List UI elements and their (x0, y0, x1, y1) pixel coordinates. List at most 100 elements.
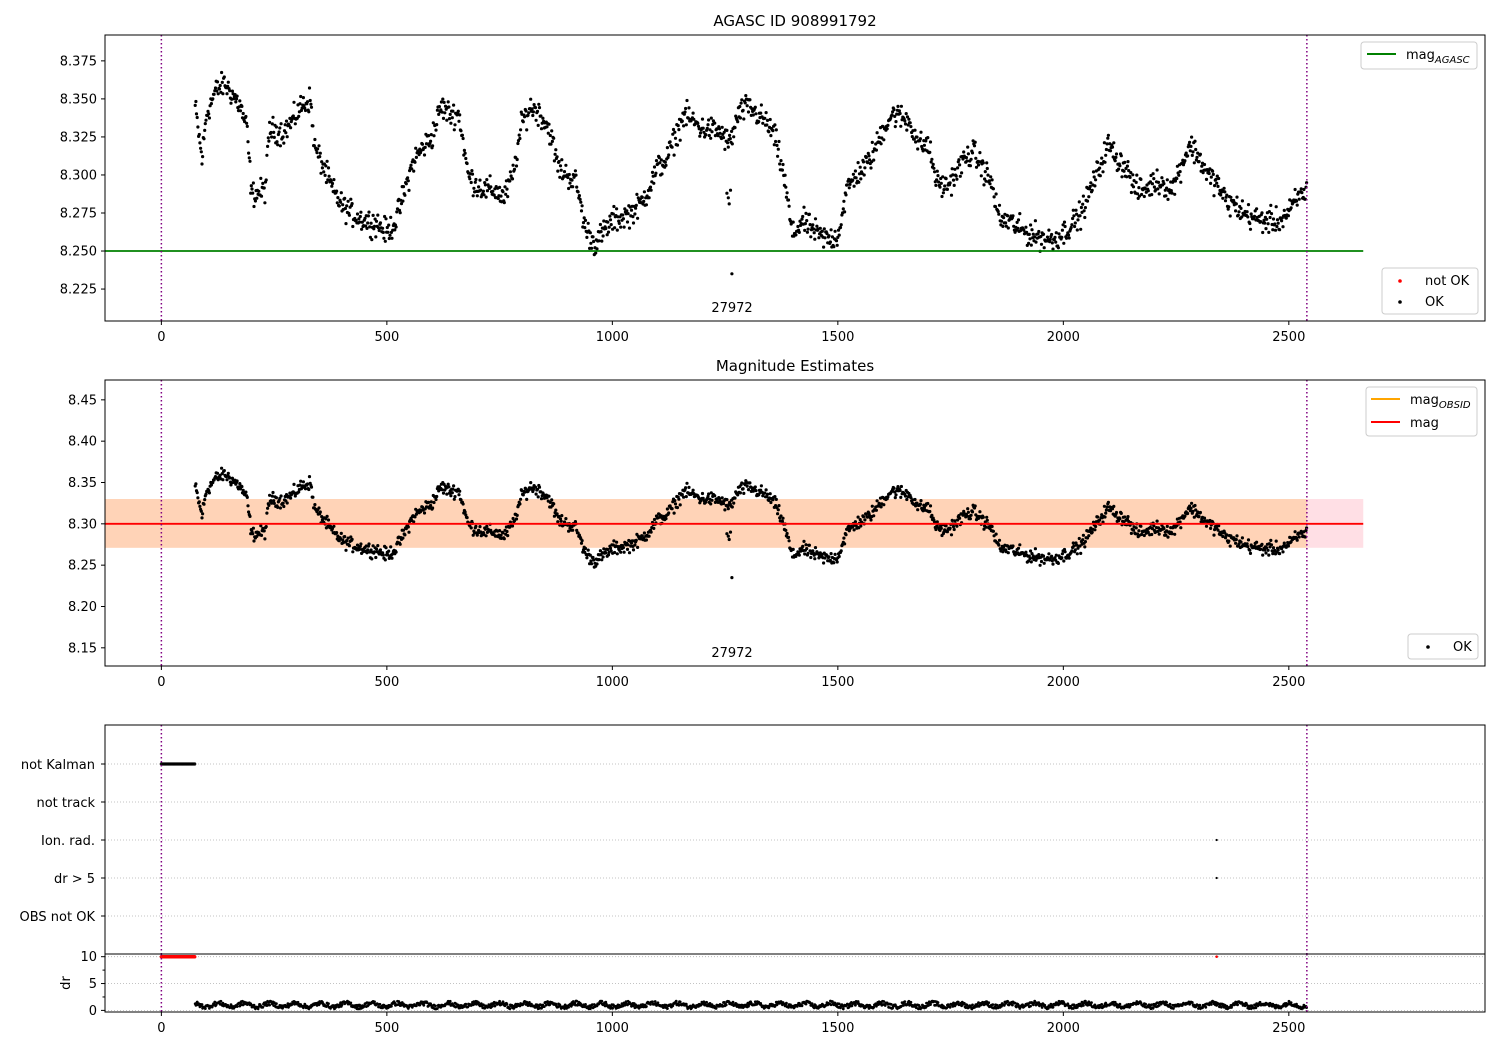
agasc-xtick-label: 1500 (821, 330, 854, 345)
ok-point (511, 524, 514, 527)
ok-point (959, 175, 962, 178)
ok-point (1131, 173, 1134, 176)
ok-point (814, 217, 817, 220)
ok-point (1249, 228, 1252, 231)
ok-point (271, 491, 274, 494)
ok-point (266, 507, 269, 510)
ok-point (710, 499, 713, 502)
ok-point (208, 491, 211, 494)
dr-point (715, 1007, 718, 1010)
ok-point (595, 247, 598, 250)
ok-point (513, 168, 516, 171)
ok-point (1214, 178, 1217, 181)
ok-point (468, 177, 471, 180)
ok-point (777, 148, 780, 151)
ok-point (1049, 238, 1052, 241)
ok-point (775, 128, 778, 131)
ok-point (252, 527, 255, 530)
ok-point (1246, 545, 1249, 548)
ok-point (387, 224, 390, 227)
ok-point (909, 125, 912, 128)
ok-point (706, 127, 709, 130)
ok-point (880, 505, 883, 508)
ok-point (580, 542, 583, 545)
ok-point (943, 184, 946, 187)
ok-point (1054, 241, 1057, 244)
ok-point (1246, 210, 1249, 213)
ok-point (815, 225, 818, 228)
ok-point (462, 502, 465, 505)
dr-point (422, 1004, 425, 1007)
ok-point (1269, 216, 1272, 219)
ok-point (746, 104, 749, 107)
ok-point (648, 535, 651, 538)
dr-point (884, 1004, 887, 1007)
ok-point (832, 561, 835, 564)
ok-point (1126, 515, 1129, 518)
dr-point (236, 1005, 239, 1008)
ok-point (1112, 141, 1115, 144)
ok-point (733, 497, 736, 500)
dr-point (204, 1007, 207, 1010)
ok-point (324, 174, 327, 177)
ok-point (282, 142, 285, 145)
ok-point (464, 510, 467, 513)
ok-point (732, 135, 735, 138)
ok-point (556, 170, 559, 173)
ok-point (725, 129, 728, 132)
ok-point (919, 131, 922, 134)
ok-point (261, 182, 264, 185)
ok-point (1057, 232, 1060, 235)
ok-point (491, 190, 494, 193)
ok-point (804, 543, 807, 546)
ok-point (403, 194, 406, 197)
ok-point (632, 221, 635, 224)
ok-point (308, 475, 311, 478)
ok-point (636, 217, 639, 220)
ok-point (746, 485, 749, 488)
ok-point (590, 247, 593, 250)
ok-point (285, 120, 288, 123)
ok-point (1198, 160, 1201, 163)
ok-point (587, 222, 590, 225)
agasc-ytick-label: 8.275 (60, 206, 97, 221)
magnitude-xtick-label: 0 (157, 675, 165, 690)
ok-point (319, 510, 322, 513)
ok-point (319, 172, 322, 175)
ok-point (1265, 218, 1268, 221)
agasc-ytick-label: 8.300 (60, 168, 97, 183)
ok-point (574, 169, 577, 172)
ok-point (1223, 190, 1226, 193)
dr-point (675, 1000, 678, 1003)
ok-point (231, 90, 234, 93)
ok-point (1051, 563, 1054, 566)
ok-point (853, 185, 856, 188)
ok-point (973, 144, 976, 147)
ok-point (501, 190, 504, 193)
ok-point (1050, 233, 1053, 236)
ok-point (1261, 554, 1264, 557)
ok-point (851, 179, 854, 182)
ok-point (685, 123, 688, 126)
ok-point (331, 182, 334, 185)
ok-point (1259, 548, 1262, 551)
ok-point (731, 142, 734, 145)
ok-point (838, 234, 841, 237)
ok-point (1024, 226, 1027, 229)
ok-point (390, 237, 393, 240)
ok-point (311, 496, 314, 499)
ok-point (1274, 229, 1277, 232)
ok-point (699, 131, 702, 134)
ok-point (919, 503, 922, 506)
ok-point (225, 478, 228, 481)
ok-point (786, 532, 789, 535)
ok-point (1164, 194, 1167, 197)
ok-point (376, 214, 379, 217)
ok-point (1046, 236, 1049, 239)
ok-point (246, 496, 249, 499)
ok-point (1248, 222, 1251, 225)
ok-point (1087, 534, 1090, 537)
ok-point (453, 128, 456, 131)
ok-point (421, 143, 424, 146)
